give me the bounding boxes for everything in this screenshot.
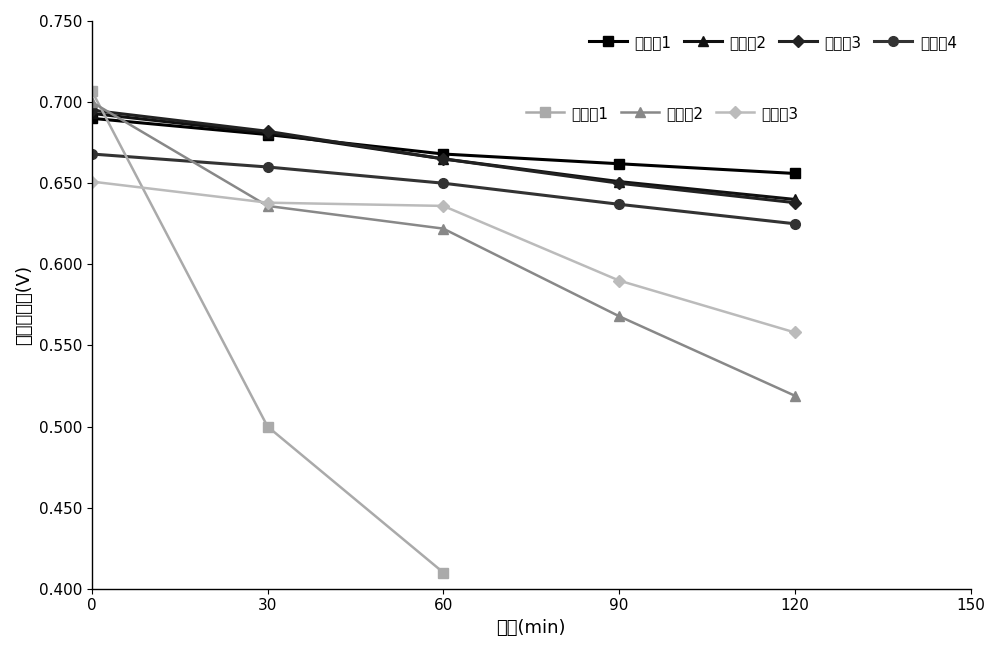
对比兣2 — [437, 225, 449, 233]
实施兣1 — [86, 114, 98, 122]
实施兣2 — [789, 196, 801, 203]
实施兣2 — [437, 155, 449, 163]
实施兣3 — [613, 179, 625, 187]
Line: 实施兣1: 实施兣1 — [87, 113, 800, 179]
实施兣3 — [86, 106, 98, 114]
Line: 对比兣2: 对比兣2 — [87, 97, 800, 400]
实施兣2 — [613, 178, 625, 186]
Line: 对比兣3: 对比兣3 — [88, 177, 799, 336]
实施兣3 — [789, 199, 801, 207]
对比兣2 — [86, 98, 98, 106]
实施兣1 — [262, 130, 274, 138]
对比兣3 — [86, 178, 98, 186]
实施兣1 — [437, 150, 449, 158]
实施兣4 — [86, 150, 98, 158]
Y-axis label: 单电池电压(V): 单电池电压(V) — [15, 265, 33, 345]
对比兣2 — [262, 202, 274, 210]
对比兣3 — [262, 199, 274, 207]
实施兣4 — [789, 220, 801, 228]
对比兣1 — [86, 87, 98, 95]
对比兣3 — [613, 276, 625, 284]
Legend: 对比兣1, 对比兣2, 对比兣3: 对比兣1, 对比兣2, 对比兣3 — [519, 100, 805, 127]
实施兣1 — [613, 160, 625, 168]
对比兣3 — [789, 329, 801, 336]
Line: 实施兣3: 实施兣3 — [88, 106, 799, 207]
对比兣3 — [437, 202, 449, 210]
Line: 实施兣4: 实施兣4 — [87, 149, 800, 229]
对比兣1 — [437, 569, 449, 576]
实施兣1 — [789, 170, 801, 177]
实施兣4 — [437, 179, 449, 187]
Line: 实施兣2: 实施兣2 — [87, 109, 800, 204]
实施兣4 — [262, 163, 274, 171]
实施兣2 — [86, 110, 98, 117]
对比兣1 — [262, 422, 274, 430]
Line: 对比兣1: 对比兣1 — [87, 86, 448, 578]
对比兣2 — [613, 312, 625, 320]
实施兣2 — [262, 129, 274, 137]
实施兣3 — [262, 127, 274, 135]
X-axis label: 时间(min): 时间(min) — [496, 619, 566, 637]
实施兣4 — [613, 200, 625, 208]
对比兣2 — [789, 392, 801, 400]
实施兣3 — [437, 155, 449, 163]
